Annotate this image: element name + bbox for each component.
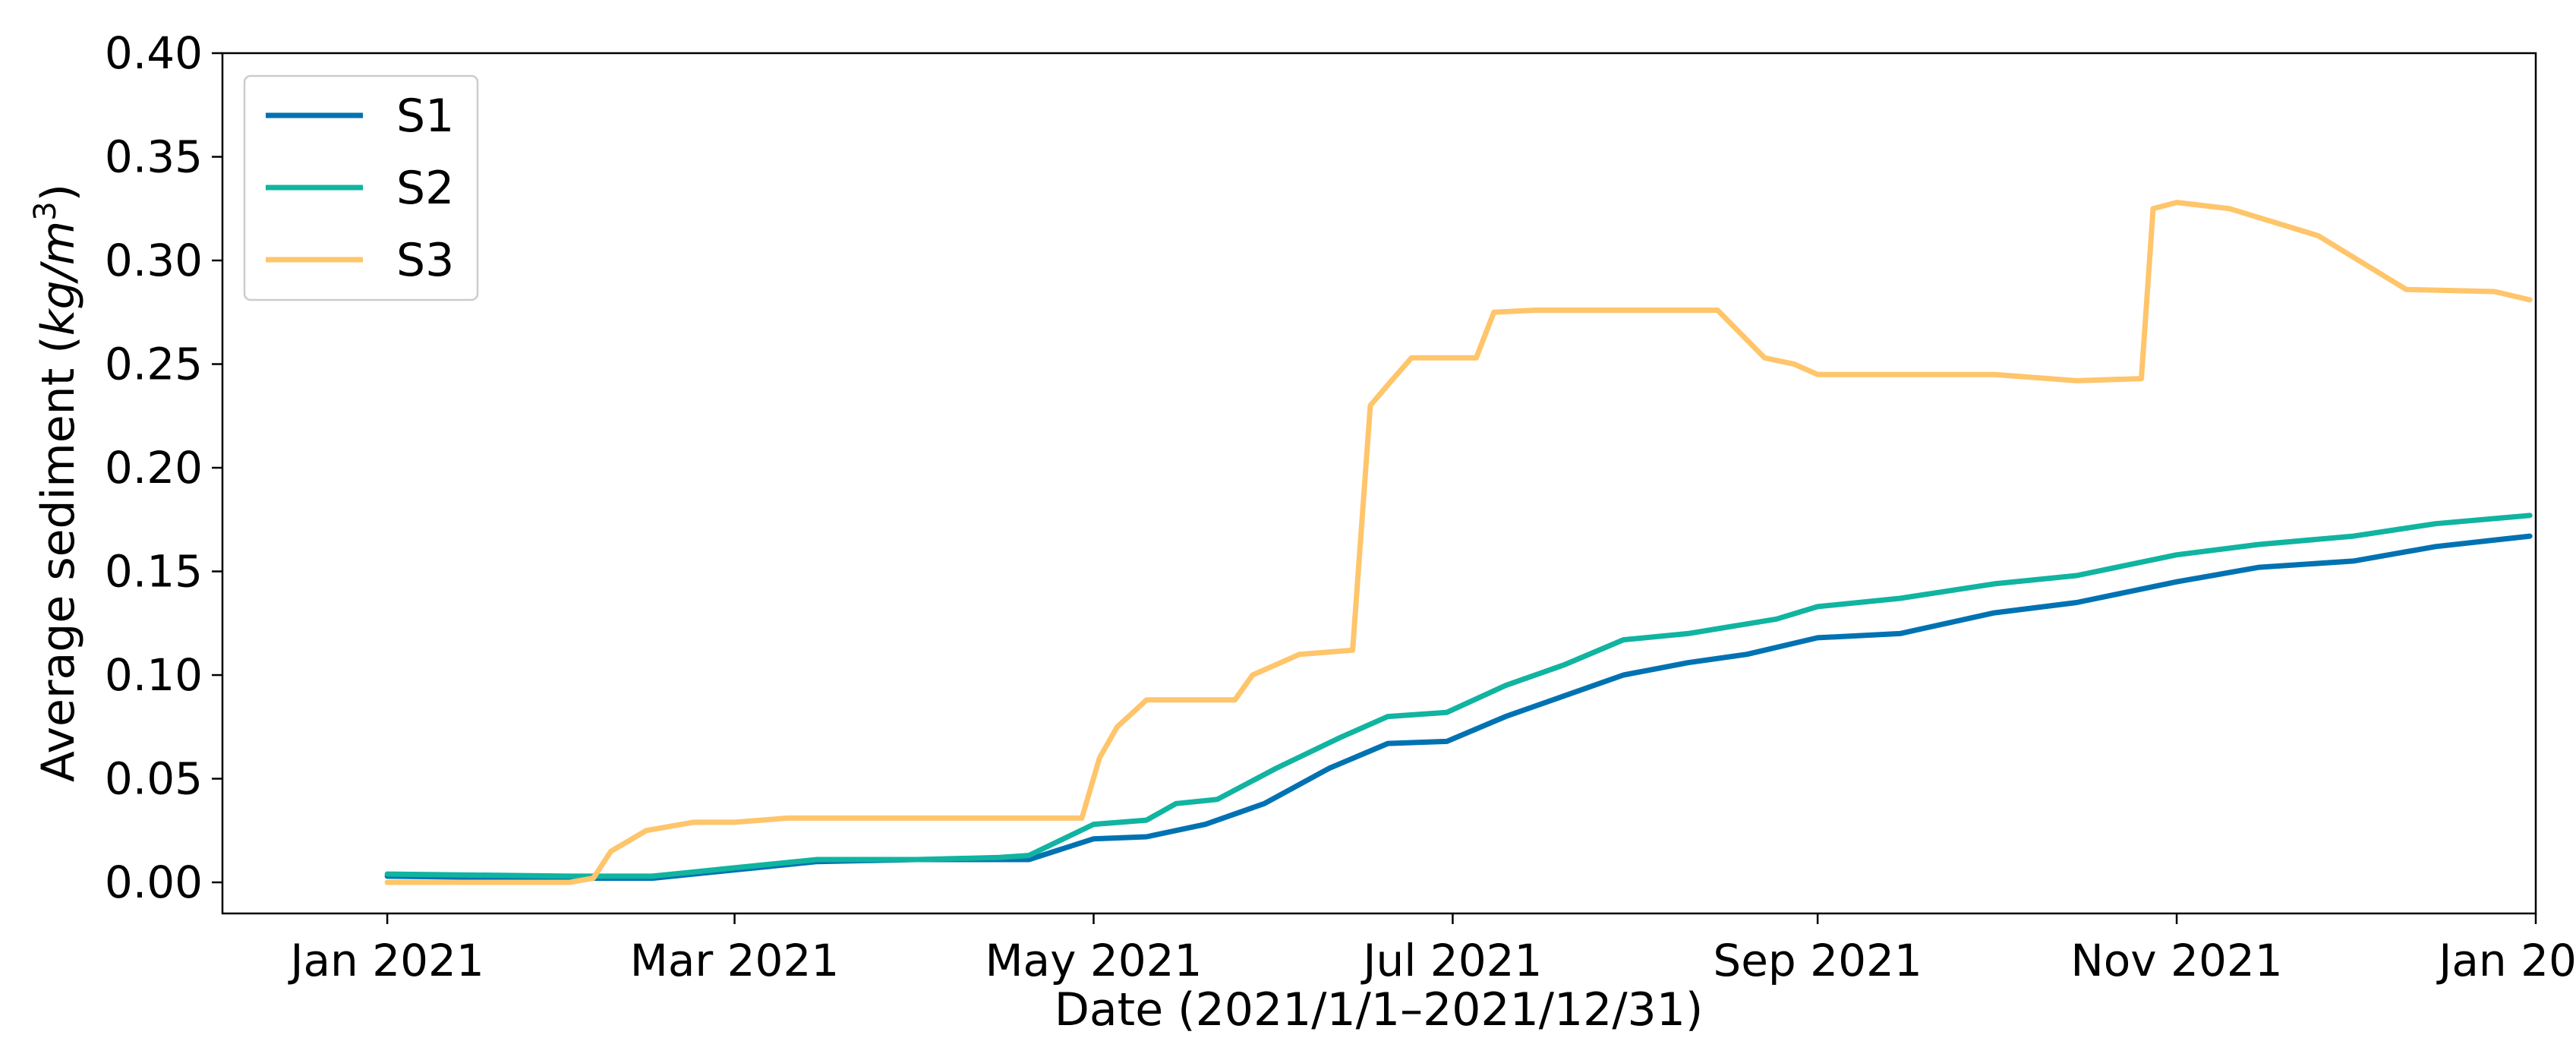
y-tick-label: 0.35 bbox=[105, 131, 203, 183]
y-tick-label: 0.25 bbox=[105, 339, 203, 390]
y-tick-label: 0.10 bbox=[105, 649, 203, 701]
y-axis-label: Average sediment (kg/m3) bbox=[28, 184, 85, 782]
y-tick-label: 0.15 bbox=[105, 546, 203, 598]
y-tick-label: 0.00 bbox=[105, 857, 203, 908]
series-layer bbox=[384, 200, 2533, 885]
x-axis: Jan 2021 Mar 2021 May 2021 Jul 2021 Sep 2021… bbox=[288, 913, 2576, 986]
legend-label-s3: S3 bbox=[396, 234, 454, 287]
x-tick-label: Sep 2021 bbox=[1713, 935, 1922, 986]
x-tick-label: Nov 2021 bbox=[2070, 935, 2282, 986]
y-tick-label: 0.05 bbox=[105, 753, 203, 805]
x-tick-label: May 2021 bbox=[985, 935, 1202, 986]
y-axis: 0.00 0.05 0.10 0.15 0.20 0.25 0.30 0.35 0.40 bbox=[105, 27, 222, 908]
y-tick-label: 0.40 bbox=[105, 27, 203, 79]
x-axis-label: Date (2021/1/1–2021/12/31) bbox=[1055, 983, 1704, 1036]
y-tick-label: 0.20 bbox=[105, 442, 203, 494]
x-tick-label: Mar 2021 bbox=[630, 935, 839, 986]
y-axis-label-close: ) bbox=[32, 184, 85, 201]
y-axis-label-unit: kg/m bbox=[32, 221, 85, 336]
legend: S1 S2 S3 bbox=[243, 74, 479, 301]
x-tick-label: Jan 2022 bbox=[2436, 935, 2576, 986]
series-line-s2 bbox=[384, 513, 2533, 879]
legend-label-s1: S1 bbox=[396, 90, 454, 143]
y-tick-label: 0.30 bbox=[105, 235, 203, 286]
series-line-s3 bbox=[384, 200, 2533, 885]
legend-label-s2: S2 bbox=[396, 162, 454, 215]
y-axis-label-exponent: 3 bbox=[28, 201, 63, 220]
plot-frame bbox=[221, 52, 2537, 915]
x-tick-label: Jul 2021 bbox=[1361, 935, 1542, 986]
x-tick-label: Jan 2021 bbox=[288, 935, 484, 986]
y-axis-label-main: Average sediment ( bbox=[32, 336, 85, 782]
